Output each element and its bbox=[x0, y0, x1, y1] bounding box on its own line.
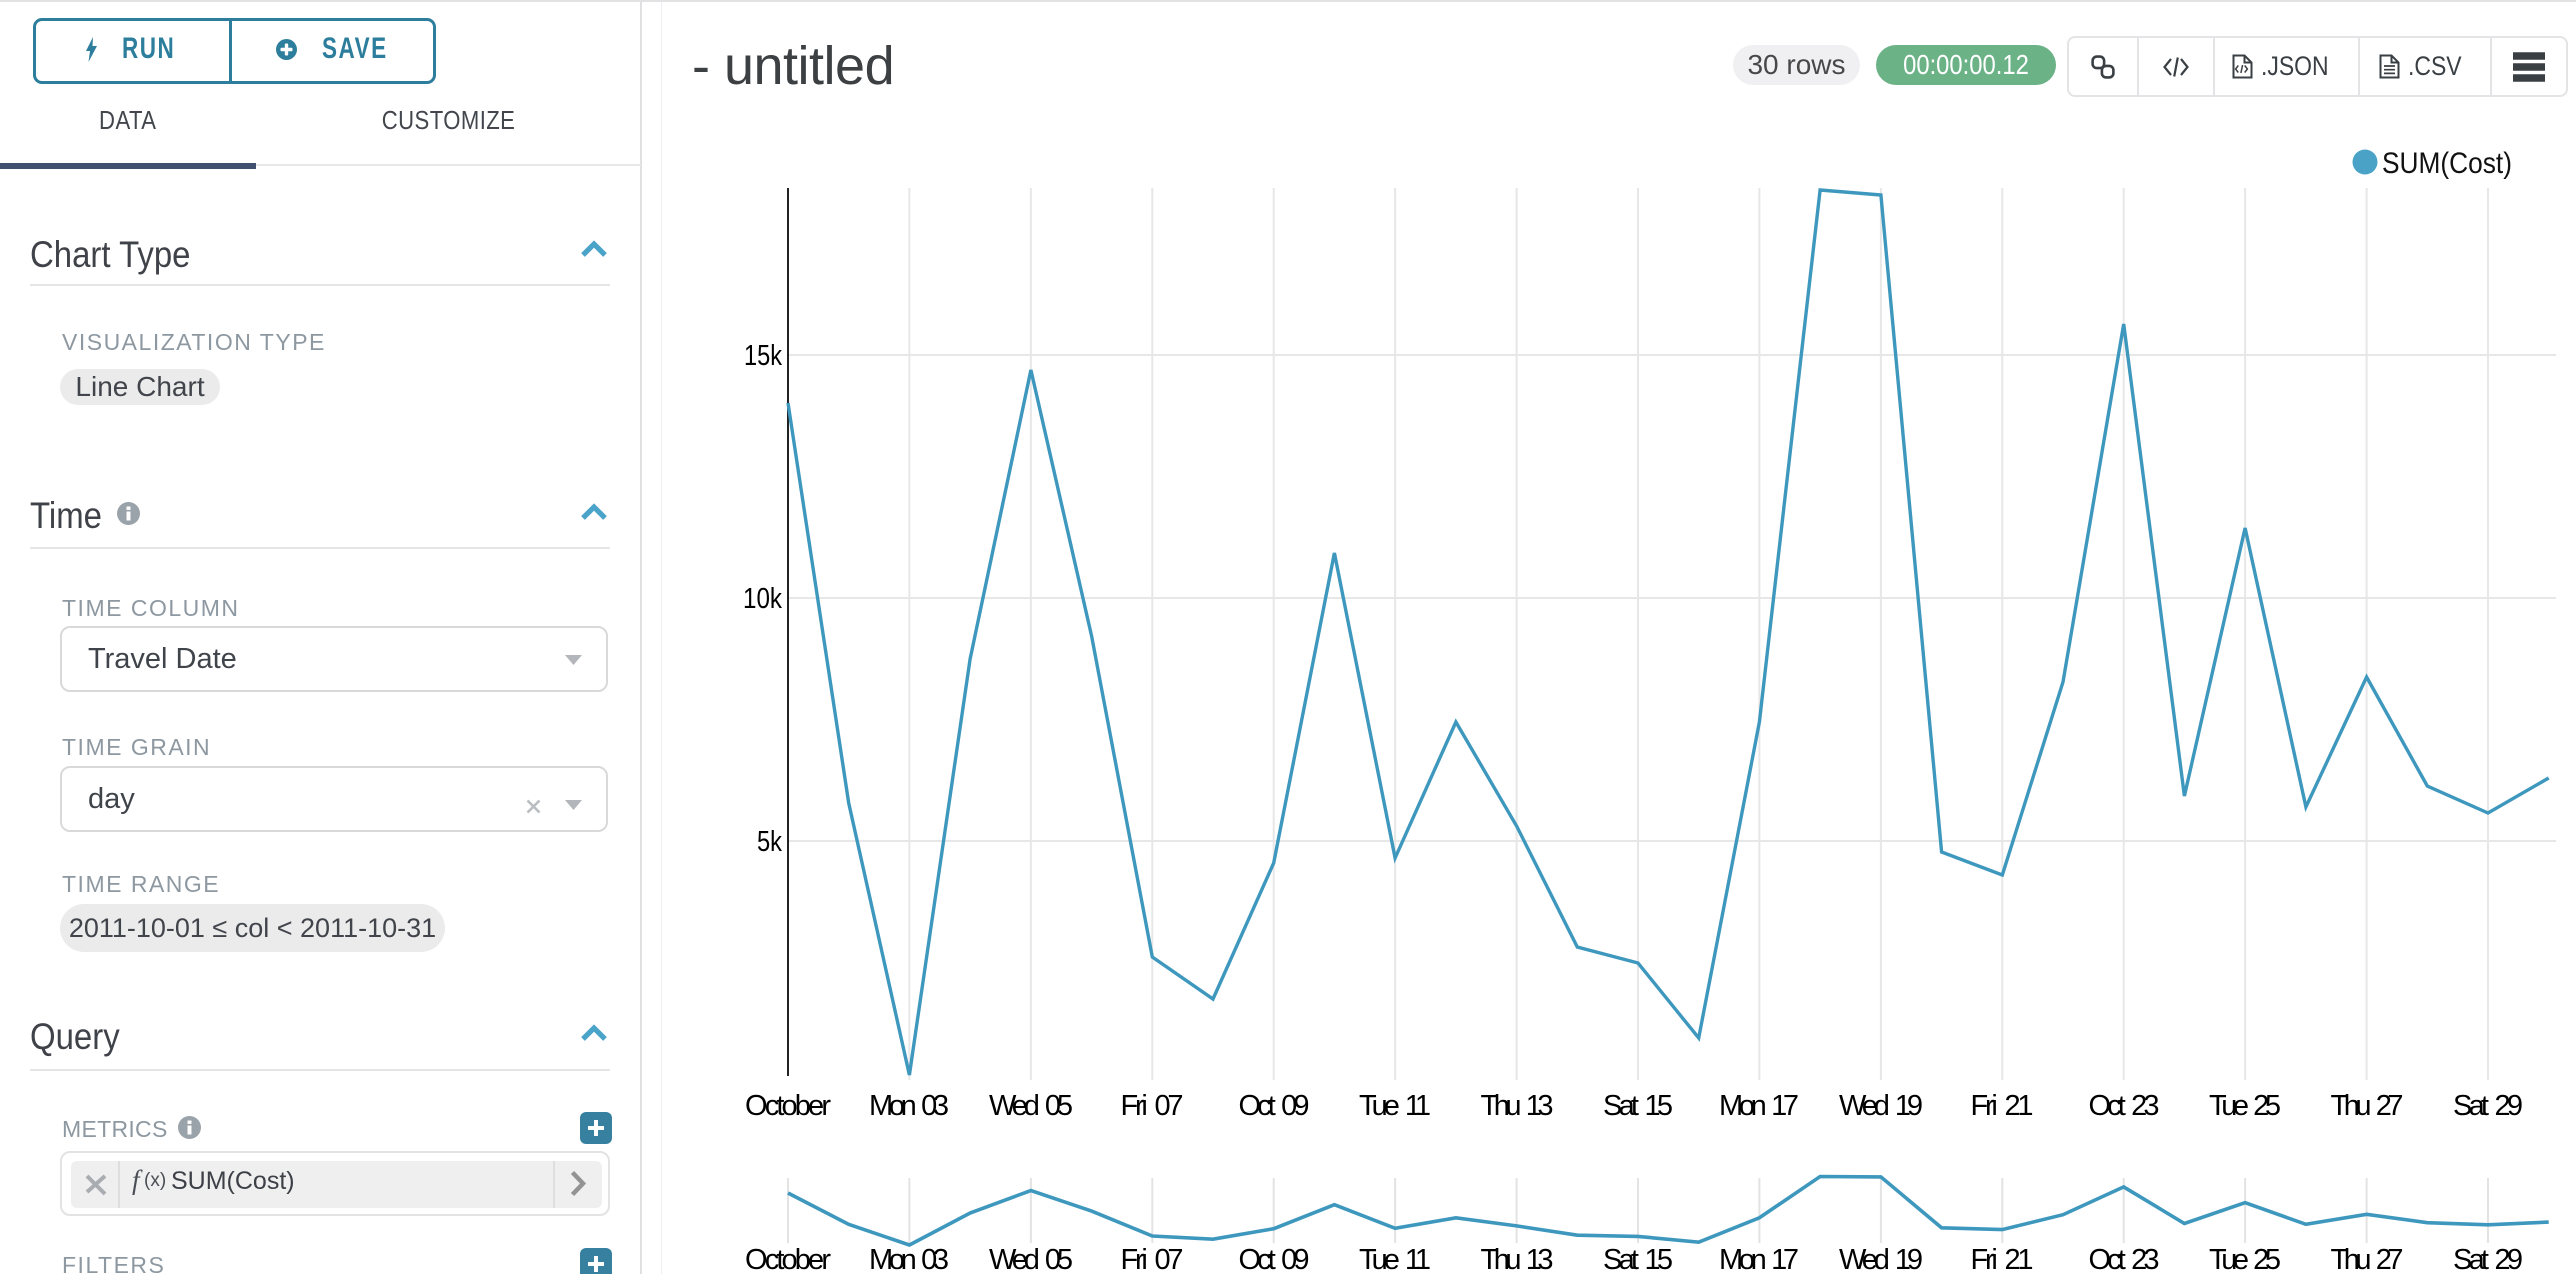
svg-text:October: October bbox=[745, 1090, 831, 1122]
svg-text:Mon 03: Mon 03 bbox=[869, 1090, 949, 1122]
svg-text:Fri 21: Fri 21 bbox=[1971, 1090, 2034, 1122]
svg-text:Wed 05: Wed 05 bbox=[989, 1244, 1073, 1274]
svg-text:Tue 11: Tue 11 bbox=[1359, 1244, 1431, 1274]
svg-text:Oct 23: Oct 23 bbox=[2089, 1090, 2160, 1122]
svg-text:Sat 15: Sat 15 bbox=[1603, 1244, 1673, 1274]
svg-text:October: October bbox=[745, 1244, 831, 1274]
svg-text:Tue 25: Tue 25 bbox=[2209, 1090, 2281, 1122]
svg-text:Sat 29: Sat 29 bbox=[2453, 1244, 2523, 1274]
svg-text:Wed 19: Wed 19 bbox=[1839, 1090, 1923, 1122]
svg-text:Fri 21: Fri 21 bbox=[1971, 1244, 2034, 1274]
svg-text:Tue 11: Tue 11 bbox=[1359, 1090, 1431, 1122]
svg-text:SUM(Cost): SUM(Cost) bbox=[2382, 147, 2512, 180]
svg-text:Thu 13: Thu 13 bbox=[1481, 1244, 1554, 1274]
svg-text:Wed 05: Wed 05 bbox=[989, 1090, 1073, 1122]
svg-text:Sat 15: Sat 15 bbox=[1603, 1090, 1673, 1122]
svg-text:Mon 17: Mon 17 bbox=[1719, 1244, 1799, 1274]
svg-text:Mon 03: Mon 03 bbox=[869, 1244, 949, 1274]
svg-text:Fri 07: Fri 07 bbox=[1121, 1244, 1184, 1274]
svg-text:Thu 27: Thu 27 bbox=[2331, 1090, 2404, 1122]
svg-text:Oct 09: Oct 09 bbox=[1239, 1244, 1310, 1274]
svg-text:Oct 09: Oct 09 bbox=[1239, 1090, 1310, 1122]
svg-text:Wed 19: Wed 19 bbox=[1839, 1244, 1923, 1274]
svg-text:Tue 25: Tue 25 bbox=[2209, 1244, 2281, 1274]
svg-text:Thu 13: Thu 13 bbox=[1481, 1090, 1554, 1122]
svg-text:Fri 07: Fri 07 bbox=[1121, 1090, 1184, 1122]
svg-text:10k: 10k bbox=[743, 583, 782, 615]
svg-text:Thu 27: Thu 27 bbox=[2331, 1244, 2404, 1274]
svg-text:15k: 15k bbox=[744, 340, 782, 372]
svg-text:Oct 23: Oct 23 bbox=[2089, 1244, 2160, 1274]
svg-text:5k: 5k bbox=[757, 826, 782, 858]
svg-text:Sat 29: Sat 29 bbox=[2453, 1090, 2523, 1122]
svg-text:Mon 17: Mon 17 bbox=[1719, 1090, 1799, 1122]
